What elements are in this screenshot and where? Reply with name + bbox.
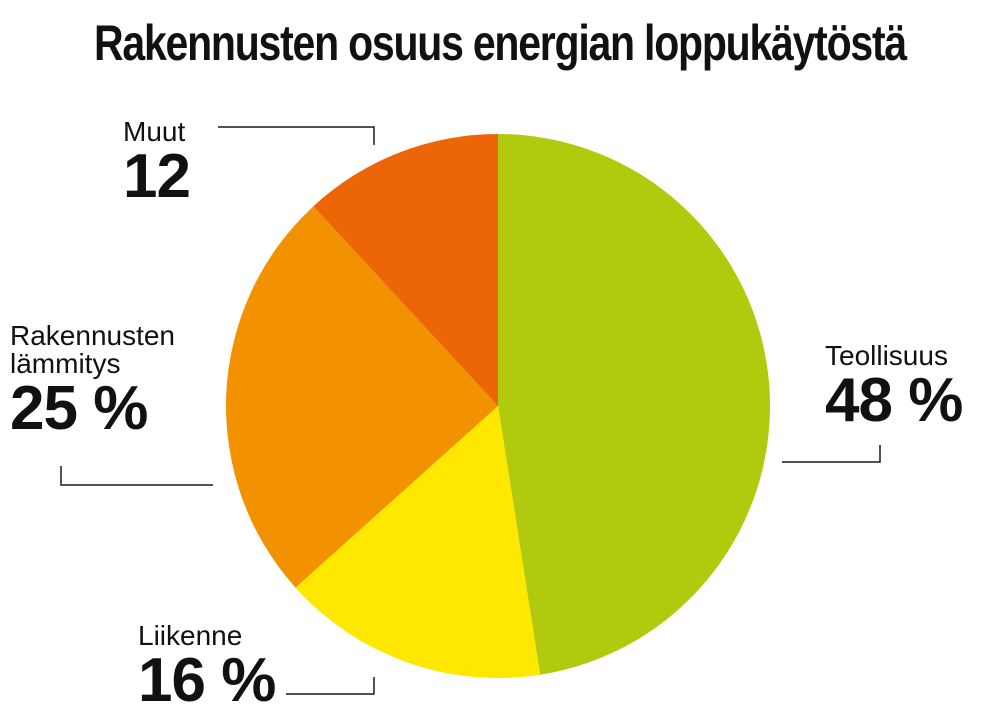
label-rakennusten-value: 25 % [10, 374, 148, 443]
leader-line-muut [218, 126, 375, 145]
label-muut-value: 12 [123, 142, 191, 211]
leader-line-rakennusten [60, 466, 213, 486]
label-muut: Muut 12 [123, 116, 191, 211]
label-liikenne: Liikenne 16 % [138, 620, 276, 715]
label-liikenne-name: Liikenne [138, 620, 243, 651]
leader-line-teollisuus [782, 445, 881, 463]
label-teollisuus-value: 48 % [825, 366, 963, 435]
label-muut-name: Muut [123, 116, 186, 147]
label-rakennusten-line1: Rakennusten [10, 320, 176, 351]
pie-slice-rakennusten-lämmitys [226, 206, 499, 588]
pie-slice-muut [313, 134, 498, 406]
leader-line-liikenne [286, 677, 375, 695]
label-teollisuus: Teollisuus 48 % [825, 340, 963, 435]
pie-slice-liikenne [295, 406, 541, 679]
chart-title: Rakennusten osuus energian loppukäytöstä [93, 15, 907, 71]
label-teollisuus-name: Teollisuus [825, 340, 948, 371]
label-rakennusten-line2: lämmitys [10, 348, 121, 379]
label-liikenne-value: 16 % [138, 646, 276, 715]
pie-slice-teollisuus [498, 134, 771, 675]
label-rakennusten-lammitys: Rakennusten lämmitys 25 % [10, 322, 175, 440]
